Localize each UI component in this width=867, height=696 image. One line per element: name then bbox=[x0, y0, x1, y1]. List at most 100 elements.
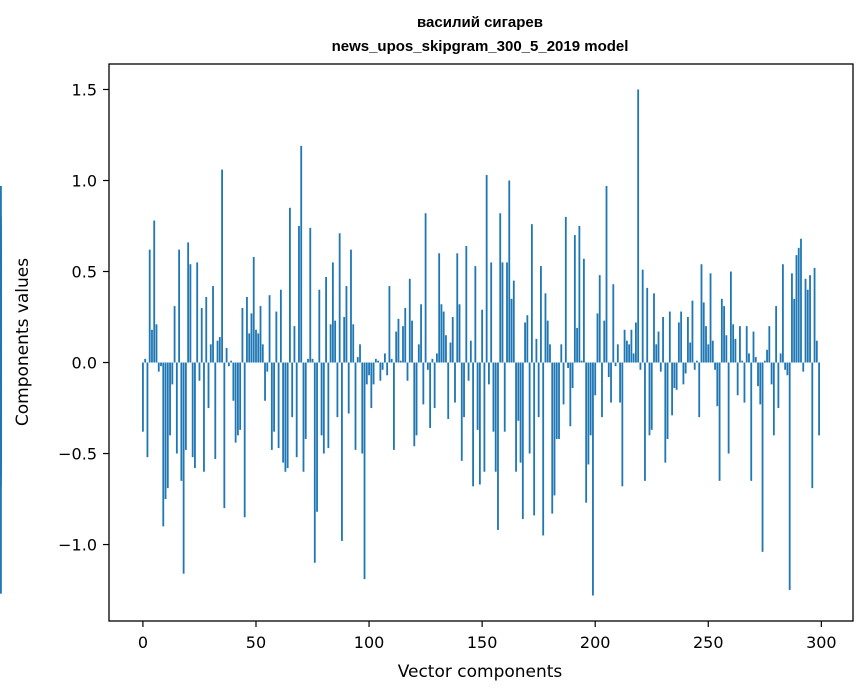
bar bbox=[772, 362, 775, 436]
bar bbox=[402, 326, 404, 363]
bar bbox=[793, 298, 796, 363]
bar bbox=[261, 344, 264, 363]
bar bbox=[578, 226, 581, 363]
bar bbox=[322, 362, 325, 454]
bar bbox=[230, 360, 233, 363]
bar bbox=[331, 262, 334, 363]
bar bbox=[702, 302, 705, 363]
bar bbox=[598, 275, 601, 363]
bar bbox=[781, 264, 784, 363]
chart-subtitle: news_upos_skipgram_300_5_2019 model bbox=[332, 38, 629, 55]
bar bbox=[492, 362, 495, 432]
bar bbox=[445, 335, 447, 363]
bar bbox=[689, 342, 692, 363]
bar bbox=[813, 267, 816, 363]
y-tick-label: 0.5 bbox=[72, 263, 97, 282]
bar bbox=[341, 362, 343, 541]
bar bbox=[413, 362, 416, 447]
x-tick-label: 300 bbox=[806, 633, 837, 652]
y-tick-label: −1.0 bbox=[58, 536, 97, 555]
bar bbox=[194, 362, 196, 469]
bar bbox=[485, 175, 488, 363]
bar bbox=[270, 362, 273, 450]
bar bbox=[524, 322, 526, 363]
bar bbox=[178, 249, 181, 363]
bar bbox=[693, 362, 696, 370]
bar bbox=[327, 362, 330, 449]
bar bbox=[221, 169, 223, 363]
bar bbox=[363, 362, 366, 580]
bar bbox=[709, 273, 712, 363]
bar bbox=[804, 278, 807, 363]
bar bbox=[625, 340, 628, 363]
x-tick-label: 50 bbox=[246, 633, 266, 652]
bar bbox=[720, 298, 723, 363]
bar bbox=[592, 362, 594, 596]
y-axis-label: Components values bbox=[13, 258, 33, 426]
bar bbox=[605, 185, 608, 363]
bar bbox=[406, 362, 409, 381]
bar bbox=[528, 362, 531, 454]
bar bbox=[218, 337, 221, 363]
bar bbox=[325, 276, 327, 363]
bar bbox=[775, 306, 778, 363]
bar bbox=[0, 347, 2, 363]
bar bbox=[687, 317, 689, 363]
bar bbox=[302, 362, 305, 472]
bar bbox=[144, 358, 147, 363]
bar bbox=[350, 249, 352, 363]
x-tick-label: 250 bbox=[693, 633, 724, 652]
bar bbox=[164, 362, 167, 500]
bar bbox=[153, 220, 156, 363]
bar bbox=[175, 362, 178, 454]
bar bbox=[460, 362, 463, 461]
bar bbox=[727, 362, 730, 454]
bar bbox=[155, 324, 158, 363]
bar bbox=[166, 362, 169, 489]
bar bbox=[424, 213, 427, 363]
bar bbox=[533, 362, 536, 516]
bar bbox=[442, 311, 445, 363]
bar bbox=[456, 253, 459, 363]
bar bbox=[490, 262, 493, 363]
bar bbox=[436, 353, 438, 363]
plot-area-frame bbox=[108, 63, 854, 622]
bar bbox=[268, 295, 271, 363]
bar bbox=[766, 349, 768, 363]
bar bbox=[246, 296, 248, 363]
bar bbox=[239, 362, 242, 430]
bar bbox=[257, 333, 260, 363]
bar bbox=[623, 329, 626, 363]
bar bbox=[544, 293, 547, 363]
bar bbox=[187, 242, 190, 363]
bar bbox=[440, 304, 443, 363]
bar bbox=[275, 311, 278, 363]
bar bbox=[614, 362, 617, 367]
bar bbox=[191, 362, 194, 458]
bar bbox=[736, 362, 739, 396]
bar bbox=[757, 362, 759, 387]
bar bbox=[582, 258, 585, 363]
bar bbox=[404, 307, 407, 363]
bar bbox=[542, 362, 545, 536]
bar bbox=[237, 362, 239, 436]
bar bbox=[707, 344, 710, 363]
bar bbox=[610, 362, 612, 403]
bar bbox=[549, 344, 551, 363]
bar bbox=[616, 344, 619, 363]
bar bbox=[723, 306, 726, 363]
bar bbox=[151, 329, 153, 363]
bar bbox=[142, 362, 144, 432]
bar bbox=[632, 353, 635, 363]
bar bbox=[630, 329, 633, 363]
bar bbox=[264, 362, 266, 401]
bar bbox=[585, 362, 588, 503]
bar bbox=[571, 362, 574, 388]
bar bbox=[408, 278, 411, 363]
bar bbox=[653, 293, 655, 363]
bar bbox=[372, 362, 375, 385]
bar bbox=[359, 344, 361, 363]
bar bbox=[508, 180, 511, 363]
bar bbox=[388, 286, 391, 363]
bar bbox=[169, 362, 171, 436]
